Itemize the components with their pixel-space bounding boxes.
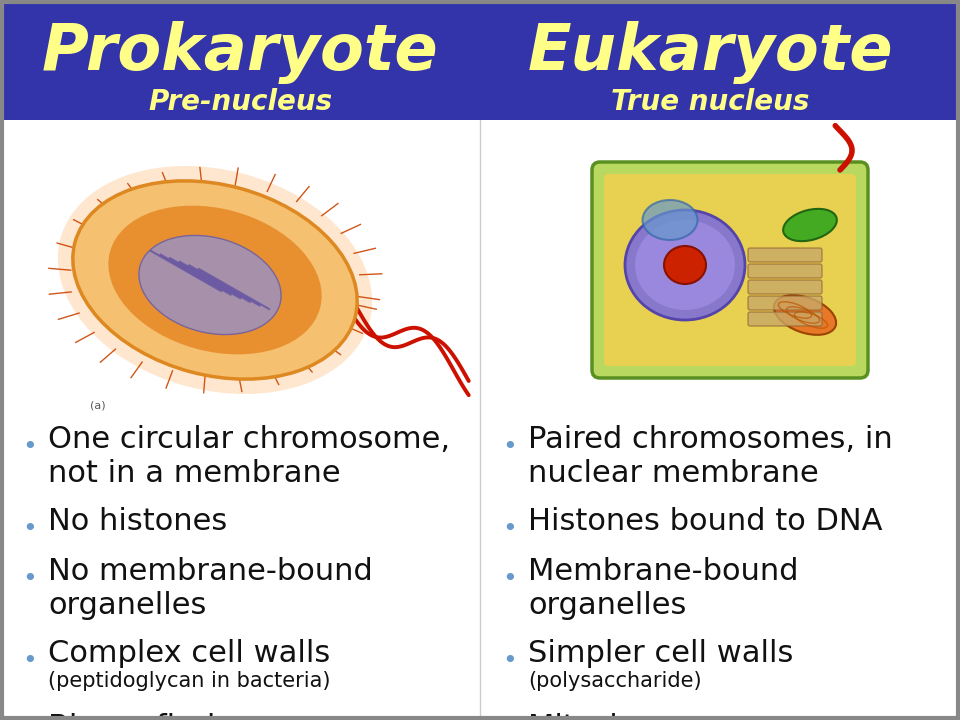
Text: •: • <box>22 517 36 541</box>
FancyBboxPatch shape <box>592 162 868 378</box>
Text: Pre-nucleus: Pre-nucleus <box>148 88 332 116</box>
Text: Binary fission: Binary fission <box>48 713 253 720</box>
Ellipse shape <box>774 295 836 335</box>
Bar <box>0 0 960 120</box>
Text: •: • <box>22 649 36 673</box>
Text: No histones: No histones <box>48 507 228 536</box>
Ellipse shape <box>58 166 372 394</box>
Ellipse shape <box>664 246 706 284</box>
Text: Prokaryote: Prokaryote <box>41 20 439 84</box>
Text: Membrane-bound
organelles: Membrane-bound organelles <box>528 557 799 620</box>
Text: •: • <box>502 435 516 459</box>
Text: (polysaccharide): (polysaccharide) <box>528 671 702 691</box>
FancyBboxPatch shape <box>748 264 822 278</box>
Ellipse shape <box>783 209 837 241</box>
FancyBboxPatch shape <box>748 296 822 310</box>
Text: True nucleus: True nucleus <box>611 88 809 116</box>
Text: (peptidoglycan in bacteria): (peptidoglycan in bacteria) <box>48 671 330 691</box>
Text: Paired chromosomes, in
nuclear membrane: Paired chromosomes, in nuclear membrane <box>528 425 893 487</box>
Text: Eukaryote: Eukaryote <box>527 20 893 84</box>
FancyBboxPatch shape <box>748 280 822 294</box>
Ellipse shape <box>139 235 281 335</box>
Text: •: • <box>22 435 36 459</box>
Text: Complex cell walls: Complex cell walls <box>48 639 330 668</box>
Text: •: • <box>22 567 36 591</box>
Text: No membrane-bound
organelles: No membrane-bound organelles <box>48 557 372 620</box>
Text: Mitosis: Mitosis <box>528 713 634 720</box>
Text: •: • <box>502 567 516 591</box>
FancyBboxPatch shape <box>604 174 856 366</box>
Text: Histones bound to DNA: Histones bound to DNA <box>528 507 882 536</box>
Text: One circular chromosome,
not in a membrane: One circular chromosome, not in a membra… <box>48 425 450 487</box>
Text: (a): (a) <box>90 400 106 410</box>
Ellipse shape <box>108 206 322 354</box>
Text: •: • <box>502 517 516 541</box>
FancyBboxPatch shape <box>748 248 822 262</box>
Text: •: • <box>502 649 516 673</box>
Text: Simpler cell walls: Simpler cell walls <box>528 639 793 668</box>
Ellipse shape <box>73 181 357 379</box>
FancyBboxPatch shape <box>748 312 822 326</box>
Ellipse shape <box>625 210 745 320</box>
Ellipse shape <box>642 200 698 240</box>
Ellipse shape <box>635 220 735 310</box>
